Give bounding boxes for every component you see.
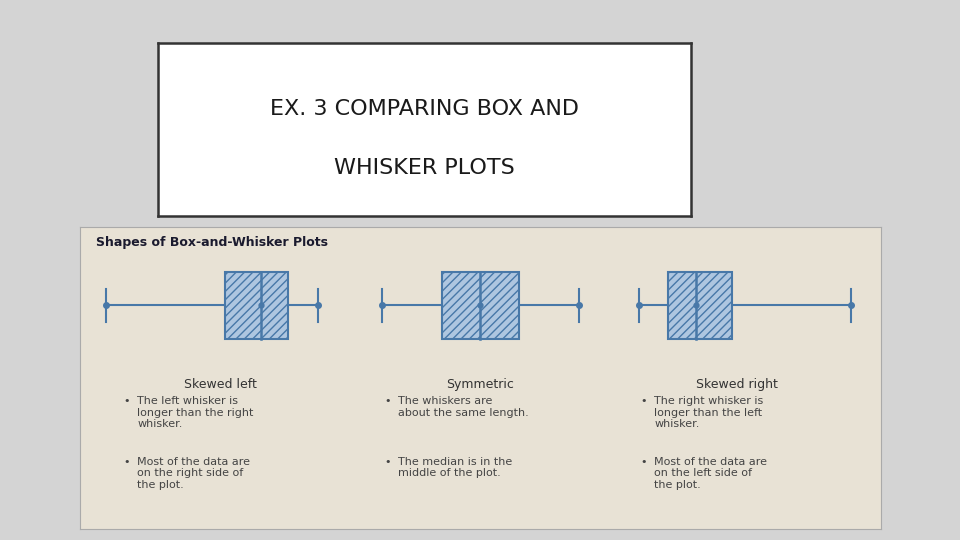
Text: Skewed right: Skewed right: [696, 378, 778, 391]
Text: Shapes of Box-and-Whisker Plots: Shapes of Box-and-Whisker Plots: [96, 236, 327, 249]
Text: •: •: [641, 396, 647, 406]
Bar: [442, 272, 519, 339]
Text: EX. 3 COMPARING BOX AND: EX. 3 COMPARING BOX AND: [271, 99, 579, 119]
Text: •: •: [384, 396, 391, 406]
Text: •: •: [384, 457, 391, 467]
Bar: [225, 272, 289, 339]
Text: WHISKER PLOTS: WHISKER PLOTS: [334, 158, 516, 178]
Text: The right whisker is
longer than the left
whisker.: The right whisker is longer than the lef…: [655, 396, 763, 429]
Text: The whiskers are
about the same length.: The whiskers are about the same length.: [397, 396, 529, 418]
Text: •: •: [124, 457, 131, 467]
Text: •: •: [641, 457, 647, 467]
Bar: [225, 272, 289, 339]
Text: Most of the data are
on the right side of
the plot.: Most of the data are on the right side o…: [137, 457, 251, 490]
Bar: [668, 272, 732, 339]
Bar: [442, 272, 519, 339]
Text: Most of the data are
on the left side of
the plot.: Most of the data are on the left side of…: [655, 457, 767, 490]
Text: •: •: [124, 396, 131, 406]
Text: The median is in the
middle of the plot.: The median is in the middle of the plot.: [397, 457, 513, 478]
Text: The left whisker is
longer than the right
whisker.: The left whisker is longer than the righ…: [137, 396, 253, 429]
Text: Symmetric: Symmetric: [446, 378, 515, 391]
Text: Skewed left: Skewed left: [183, 378, 256, 391]
Bar: [668, 272, 732, 339]
